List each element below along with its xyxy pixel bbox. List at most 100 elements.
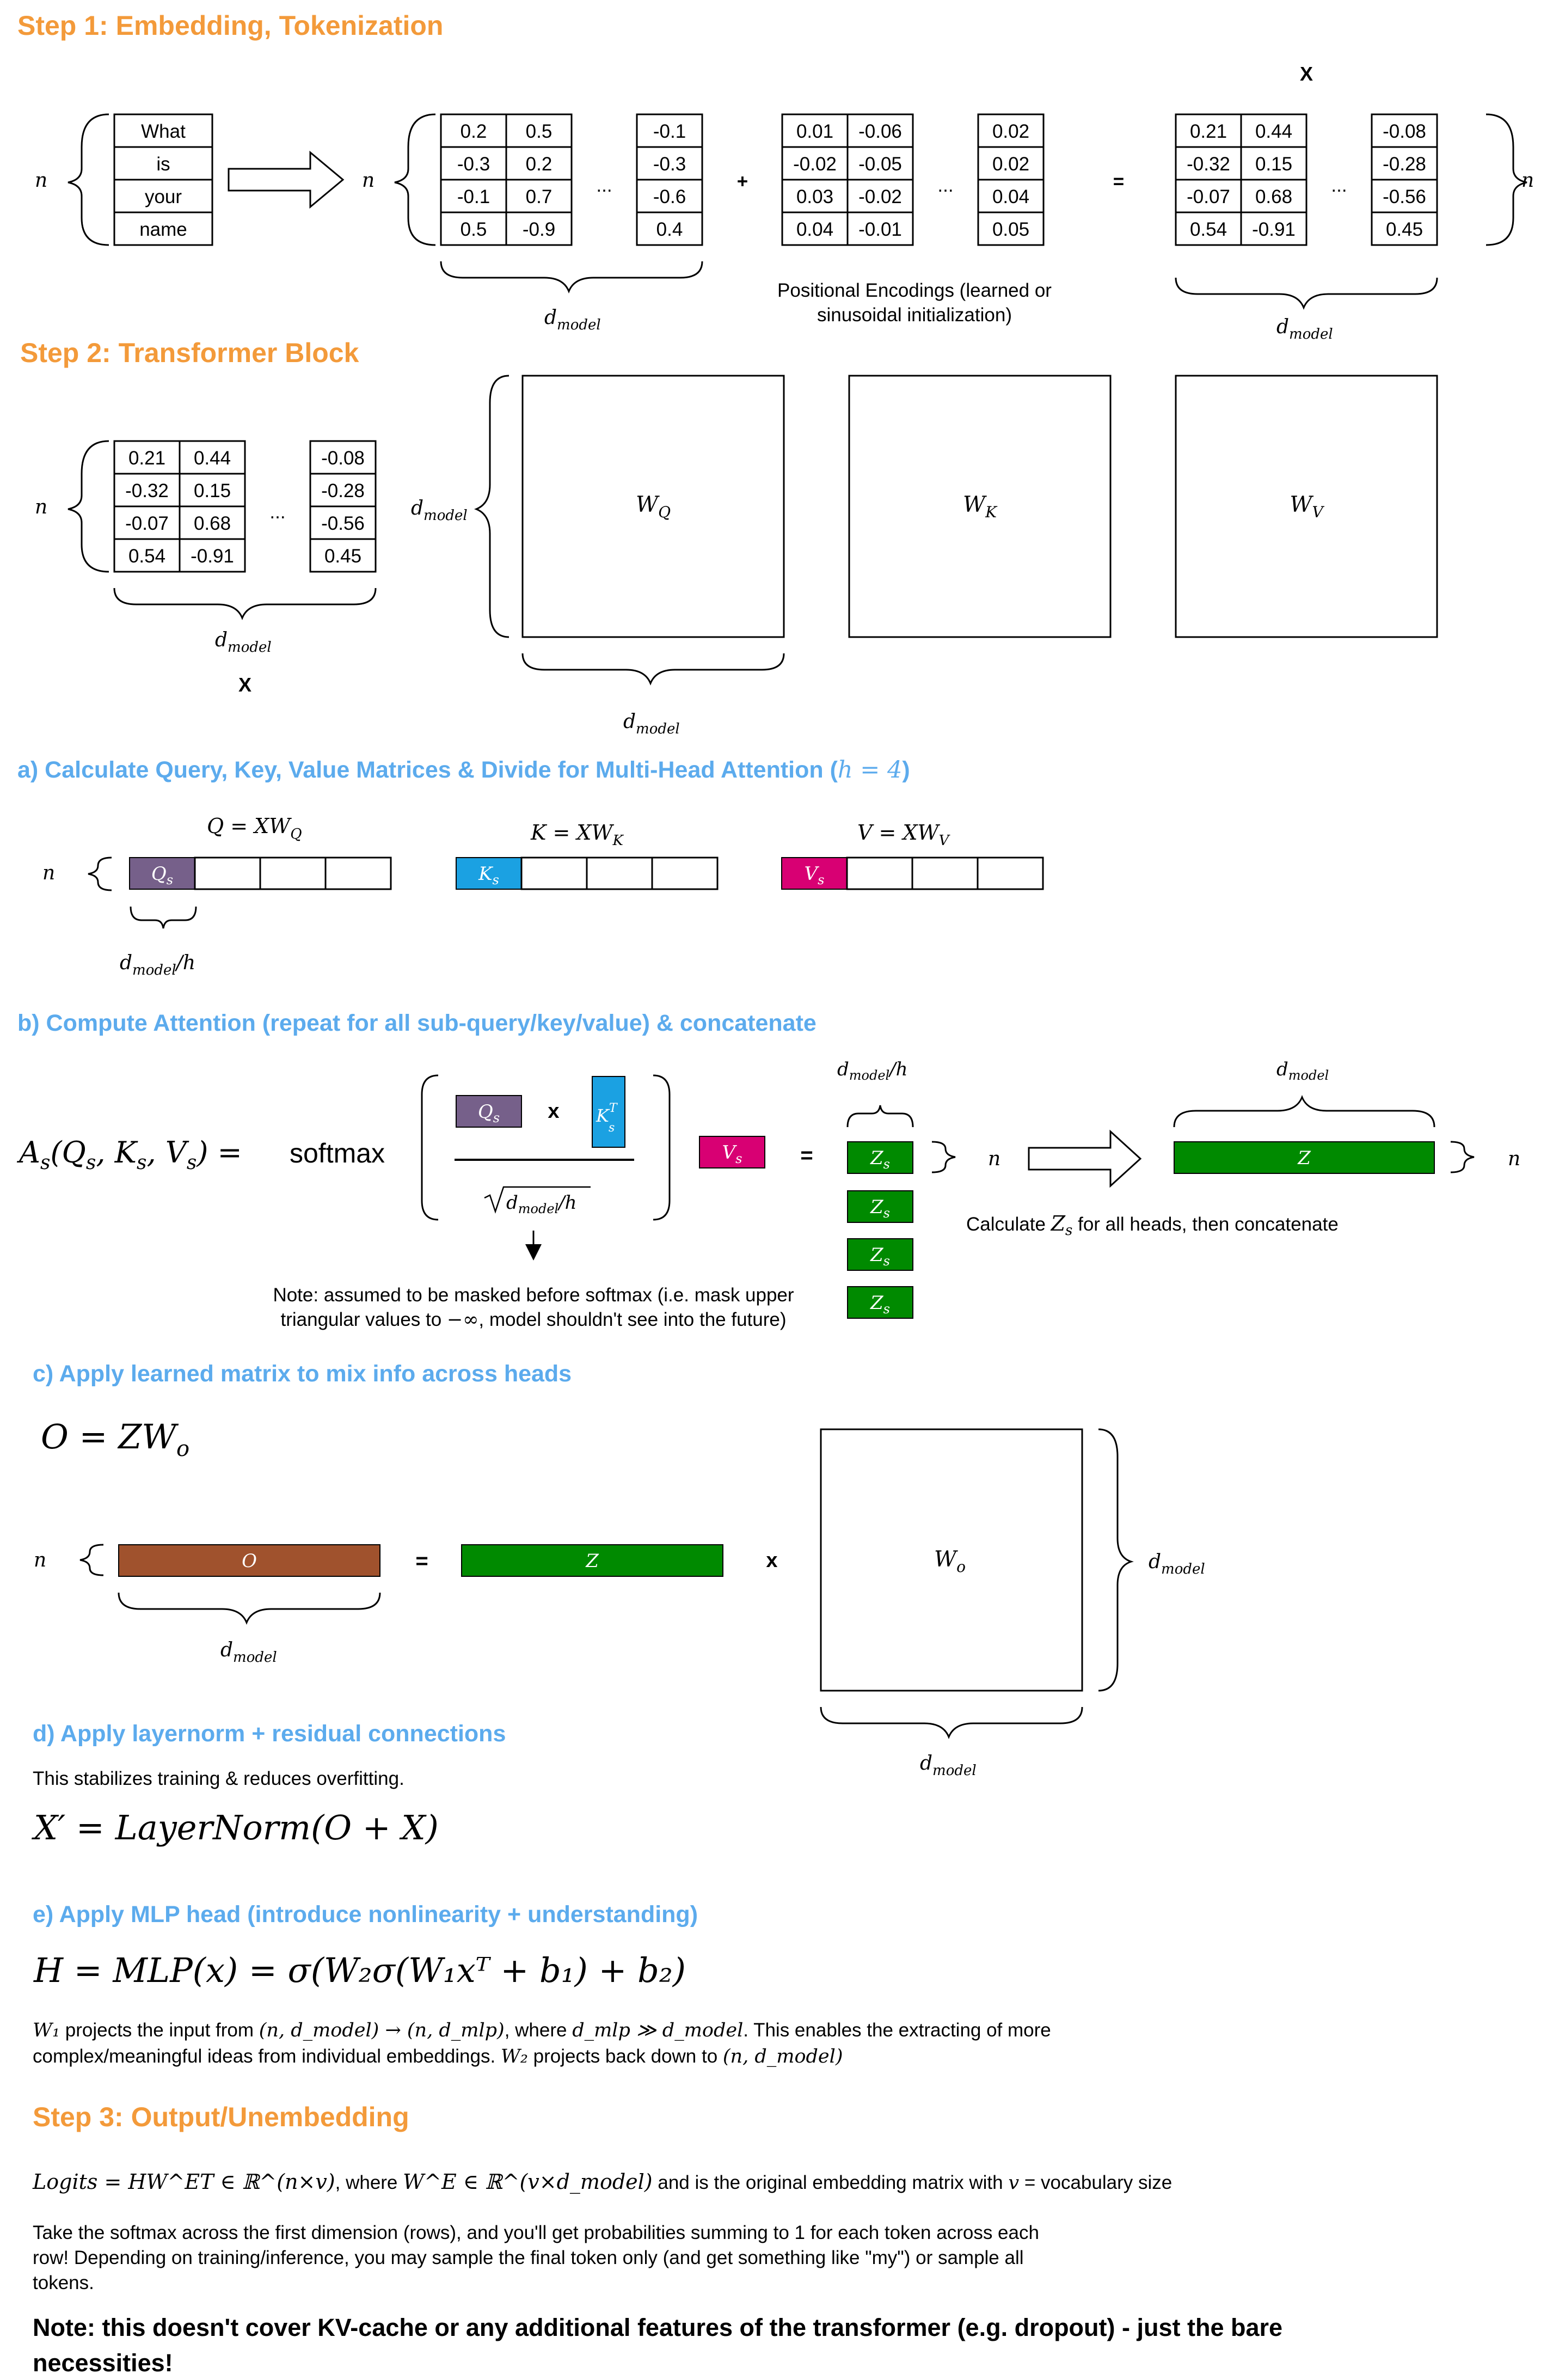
positional-value: 0.02 [992, 121, 1029, 142]
x-matrix-cell [179, 505, 246, 540]
embedding-value: -0.3 [457, 154, 490, 175]
ellipsis: ... [937, 175, 953, 196]
x-matrix-value: 0.54 [128, 546, 165, 567]
z-head-box [847, 1141, 913, 1174]
svg-text:dmodel: dmodel [215, 629, 272, 656]
equals-sign: = [1113, 171, 1124, 192]
ellipsis: ... [596, 175, 612, 196]
result-cell [1371, 211, 1438, 246]
section-e-heading: e) Apply MLP head (introduce nonlinearit… [33, 1901, 698, 1928]
svg-text:dmodel: dmodel [544, 307, 601, 333]
positional-cell [781, 179, 849, 213]
n-label: n [34, 1549, 46, 1571]
final-note-1: Note: this doesn't cover KV-cache or any… [33, 2314, 1282, 2341]
result-cell [1240, 179, 1308, 213]
token-1: is [156, 154, 170, 175]
times-sign: x [766, 1549, 777, 1572]
ks-transpose-box: KT s [592, 1076, 625, 1148]
result-value: -0.32 [1187, 154, 1230, 175]
positional-value: -0.05 [858, 154, 902, 175]
result-value: -0.08 [1383, 121, 1426, 142]
arrow-right-icon [228, 150, 345, 209]
svg-text:dmodel/h: dmodel/h [120, 952, 195, 978]
result-value: -0.28 [1383, 154, 1426, 175]
v-formula: V = XWV [857, 821, 950, 849]
positional-cell [977, 211, 1045, 246]
svg-text:Qs: Qs [151, 863, 173, 888]
ellipsis: ... [1331, 175, 1347, 196]
result-value: 0.45 [1386, 219, 1423, 240]
positional-cell [977, 146, 1045, 181]
embedding-value: 0.4 [656, 219, 683, 240]
result-value: -0.07 [1187, 186, 1230, 207]
z-head-box [847, 1190, 913, 1223]
embedding-cell [440, 146, 507, 181]
positional-cell [977, 113, 1045, 148]
svg-text:Z: Z [585, 1550, 599, 1572]
positional-value: 0.04 [992, 186, 1029, 207]
mlp-formula: H = MLP(x) = σ(W₂σ(W₁xᵀ + b₁) + b₂) [33, 1950, 686, 1990]
x-matrix-value: 0.15 [194, 480, 231, 501]
right-brace [1486, 113, 1527, 246]
dmodel-label: dmodel [544, 307, 601, 333]
z-heads: Zs Zs Zs Zs [847, 1141, 913, 1319]
positional-value: -0.02 [858, 186, 902, 207]
q-matrix: Qs [129, 856, 392, 890]
step2-title: Step 2: Transformer Block [20, 338, 359, 368]
softmax-bracket-left [421, 1074, 439, 1221]
softmax-bracket-right [653, 1074, 671, 1221]
embedding-value: 0.5 [526, 121, 553, 142]
x-matrix-cell [179, 473, 246, 507]
dmodel-label: dmodel [920, 1752, 977, 1779]
x-matrix-cell [179, 538, 246, 573]
x-label: X [238, 674, 251, 696]
embedding-value: -0.6 [653, 186, 686, 207]
embedding-brace [394, 113, 436, 246]
x-brace [67, 440, 109, 573]
dmodel-brace [1175, 277, 1438, 310]
embedding-value: -0.3 [653, 154, 686, 175]
wq-brace [474, 375, 510, 638]
x-matrix-value: 0.68 [194, 513, 231, 534]
embedding-value: 0.2 [461, 121, 487, 142]
zs-brace [931, 1141, 956, 1173]
z-head-box [847, 1238, 913, 1271]
svg-text:WK: WK [963, 492, 998, 521]
mask-note: Note: assumed to be masked before softma… [273, 1284, 794, 1306]
step3-para-2: row! Depending on training/inference, yo… [33, 2247, 1024, 2268]
positional-value: 0.01 [796, 121, 833, 142]
svg-text:dmodel: dmodel [623, 711, 680, 737]
x-matrix-cell [113, 538, 181, 573]
x-label: X [1300, 63, 1313, 85]
n-label: n [1508, 1148, 1520, 1170]
left-brace [67, 113, 109, 246]
concat-caption: Calculate Zs for all heads, then concate… [966, 1212, 1339, 1239]
step3-title: Step 3: Output/Unembedding [33, 2102, 409, 2132]
x-matrix-value: 0.21 [128, 448, 165, 469]
n-label: n [35, 496, 47, 518]
positional-value: 0.02 [992, 154, 1029, 175]
svg-text:KTs: KT s [596, 1102, 618, 1135]
k-matrix: Ks [456, 856, 719, 890]
dmodel-label: dmodel [411, 497, 468, 524]
dmodel-brace [1173, 1094, 1435, 1128]
equals-sign: = [415, 1549, 428, 1573]
wq-matrix: WQ [521, 375, 785, 638]
x-matrix-value: -0.28 [321, 480, 365, 501]
result-cell [1240, 211, 1308, 246]
dmodel-label: dmodel [1276, 1059, 1329, 1083]
step3-para-1: Take the softmax across the first dimens… [33, 2222, 1039, 2243]
dmodel-label: dmodel [623, 711, 680, 737]
dmodel-label: dmodel [1276, 316, 1333, 342]
z-head-label: Zs [870, 1147, 890, 1172]
svg-text:Qs: Qs [478, 1101, 500, 1125]
svg-text:dmodel/h: dmodel/h [837, 1059, 908, 1083]
svg-text:dmodel: dmodel [411, 497, 468, 524]
x-matrix-value: 0.45 [324, 546, 361, 567]
dmodel-brace [118, 1592, 381, 1625]
result-value: 0.44 [1255, 121, 1292, 142]
mask-note-2: triangular values to −∞, model shouldn't… [280, 1309, 786, 1331]
token-0: What [141, 121, 186, 142]
qs-box: Qs [456, 1095, 522, 1128]
positional-value: 0.05 [992, 219, 1029, 240]
